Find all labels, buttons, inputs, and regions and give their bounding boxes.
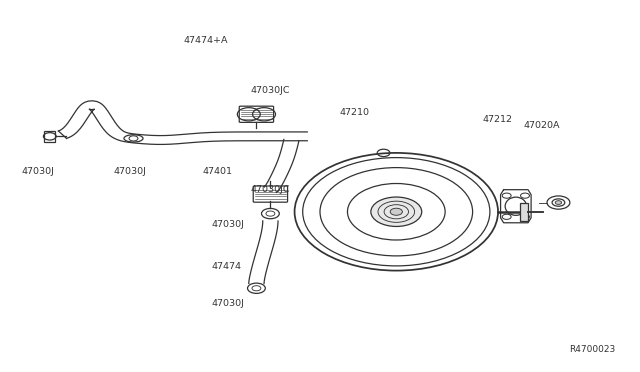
Text: 47474: 47474 <box>212 262 242 272</box>
Text: 47030JC: 47030JC <box>250 86 289 95</box>
Text: 47030J: 47030J <box>21 167 54 176</box>
Text: 47212: 47212 <box>482 115 512 124</box>
Text: 47020A: 47020A <box>524 121 560 130</box>
Text: 47210: 47210 <box>339 108 369 117</box>
Text: 47401: 47401 <box>202 167 232 176</box>
Circle shape <box>371 197 422 227</box>
Text: R4700023: R4700023 <box>570 345 616 354</box>
Text: 47030J: 47030J <box>212 220 244 229</box>
Circle shape <box>390 208 403 215</box>
Bar <box>44 131 56 142</box>
Text: 47030J: 47030J <box>113 167 146 176</box>
Bar <box>520 202 528 221</box>
Text: 47030JC: 47030JC <box>250 185 289 194</box>
Text: 47030J: 47030J <box>212 299 244 308</box>
Circle shape <box>556 201 562 204</box>
Text: 47474+A: 47474+A <box>183 36 228 45</box>
